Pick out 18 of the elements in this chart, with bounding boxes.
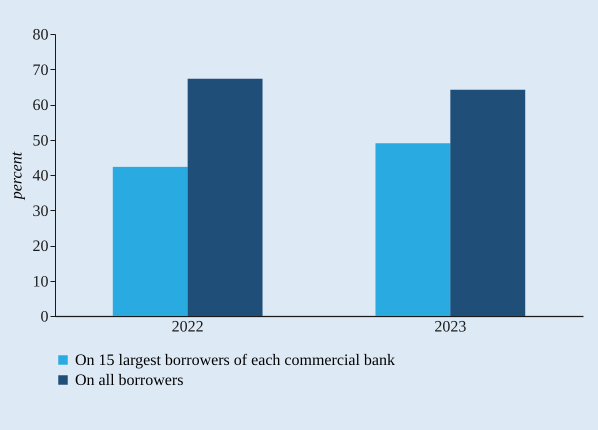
- x-tick-label: 2022: [172, 318, 204, 336]
- bar: [450, 90, 526, 316]
- bar: [188, 78, 263, 316]
- bar: [375, 143, 450, 316]
- y-tick-label: 10: [32, 273, 48, 290]
- x-tick-label: 2023: [434, 318, 466, 336]
- y-tick-label: 20: [32, 238, 48, 255]
- legend-label: On 15 largest borrowers of each commercial bank: [75, 352, 396, 369]
- y-tick-label: 40: [32, 168, 48, 184]
- y-axis-title: percent: [8, 151, 26, 200]
- bar: [112, 166, 188, 316]
- y-tick-label: 50: [32, 132, 48, 150]
- y-tick-label: 30: [32, 202, 48, 220]
- y-tick-label: 60: [32, 97, 48, 114]
- y-tick-label: 0: [40, 308, 48, 326]
- y-tick-label: 80: [32, 26, 48, 44]
- legend-label: On all borrowers: [75, 372, 184, 389]
- y-tick-label: 70: [32, 62, 48, 79]
